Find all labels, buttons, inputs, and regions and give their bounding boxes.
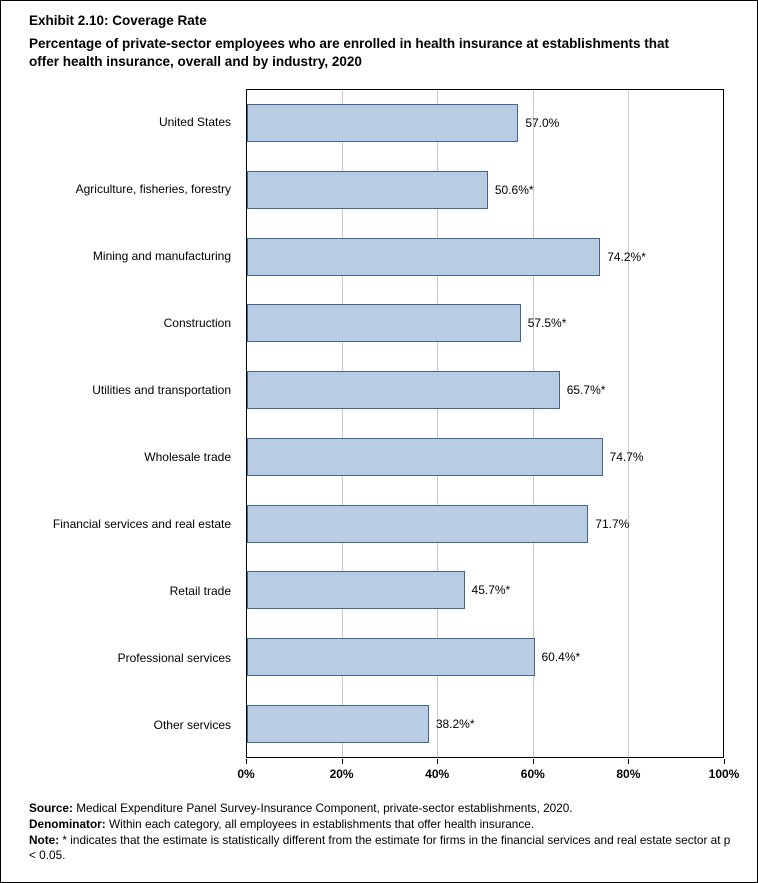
- bar: [247, 171, 488, 210]
- bar-value-label: 71.7%: [595, 516, 630, 531]
- source-note: Source: Medical Expenditure Panel Survey…: [29, 801, 737, 817]
- gridline: [627, 90, 629, 757]
- category-label: Utilities and transportation: [92, 383, 231, 398]
- bar-value-label: 65.7%*: [566, 383, 606, 398]
- bar-row: 60.4%*: [247, 624, 723, 691]
- bar: [247, 104, 519, 143]
- bar-row: 57.0%: [247, 90, 723, 157]
- denominator-text: Within each category, all employees in e…: [105, 816, 535, 831]
- x-axis: 0% 20% 40% 60% 80% 100%: [237, 759, 739, 787]
- denominator-note: Denominator: Within each category, all e…: [29, 817, 737, 833]
- source-label: Source:: [29, 801, 73, 815]
- bar-row: 45.7%*: [247, 557, 723, 624]
- bar-row: 57.5%*: [247, 290, 723, 357]
- category-label: Professional services: [117, 650, 231, 665]
- bar: [247, 437, 603, 476]
- x-tick-label: 100%: [708, 767, 740, 781]
- x-tick-label: 80%: [616, 767, 641, 781]
- category-label: Wholesale trade: [144, 449, 231, 464]
- x-tick-label: 20%: [329, 767, 354, 781]
- bar: [247, 304, 521, 343]
- bar: [247, 237, 601, 276]
- title-block: Exhibit 2.10: Coverage Rate Percentage o…: [29, 13, 679, 71]
- x-tick-label: 40%: [425, 767, 450, 781]
- bar-value-label: 50.6%*: [494, 183, 534, 198]
- bar: [247, 371, 560, 410]
- x-tick-mark: [724, 759, 725, 764]
- x-tick-mark: [246, 759, 247, 764]
- bar: [247, 571, 465, 610]
- x-tick-mark: [437, 759, 439, 764]
- gridline: [532, 90, 534, 757]
- bar-value-label: 74.7%: [609, 449, 644, 464]
- bar-value-label: 57.5%*: [527, 316, 567, 331]
- note-text: * indicates that the estimate is statist…: [29, 832, 731, 863]
- bar-row: 71.7%: [247, 490, 723, 557]
- bar-value-label: 60.4%*: [541, 649, 581, 664]
- bar-row: 50.6%*: [247, 157, 723, 224]
- category-label: Construction: [163, 316, 231, 331]
- x-tick-mark: [628, 759, 630, 764]
- bar-value-label: 74.2%*: [607, 249, 646, 264]
- bar: [247, 704, 429, 743]
- bar: [247, 504, 589, 543]
- source-text: Medical Expenditure Panel Survey-Insuran…: [72, 801, 573, 815]
- x-tick-label: 60%: [520, 767, 545, 781]
- chart-subtitle: Percentage of private-sector employees w…: [29, 36, 669, 69]
- gridline: [342, 90, 344, 757]
- category-label: Retail trade: [169, 583, 231, 598]
- footer-notes: Source: Medical Expenditure Panel Survey…: [29, 801, 737, 864]
- plot-area: 57.0% 50.6%* 74.2%* 57.5%* 65.7%* 74.7% 71.7% 4…: [246, 89, 724, 758]
- bar: [247, 637, 535, 676]
- bar-value-label: 57.0%: [525, 116, 560, 131]
- x-tick-mark: [532, 759, 534, 764]
- category-labels: United States Agriculture, fisheries, for…: [1, 89, 239, 758]
- note-label: Note:: [29, 832, 60, 847]
- bar-row: 65.7%*: [247, 357, 723, 424]
- exhibit-title: Exhibit 2.10: Coverage Rate: [29, 13, 207, 28]
- gridline: [437, 90, 439, 757]
- category-label: Other services: [153, 717, 231, 732]
- bar-row: 74.7%: [247, 424, 723, 491]
- x-tick-mark: [341, 759, 343, 764]
- bar-value-label: 45.7%*: [471, 583, 511, 598]
- denominator-label: Denominator:: [29, 816, 106, 831]
- bar-row: 38.2%*: [247, 690, 723, 757]
- bar-row: 74.2%*: [247, 223, 723, 290]
- category-label: Mining and manufacturing: [92, 249, 231, 264]
- statistical-note: Note: * indicates that the estimate is s…: [29, 833, 737, 865]
- bar-value-label: 38.2%*: [435, 716, 475, 731]
- category-label: Financial services and real estate: [52, 516, 231, 531]
- category-label: Agriculture, fisheries, forestry: [75, 182, 231, 197]
- category-label: United States: [158, 115, 231, 130]
- x-tick-label: 0%: [237, 767, 255, 781]
